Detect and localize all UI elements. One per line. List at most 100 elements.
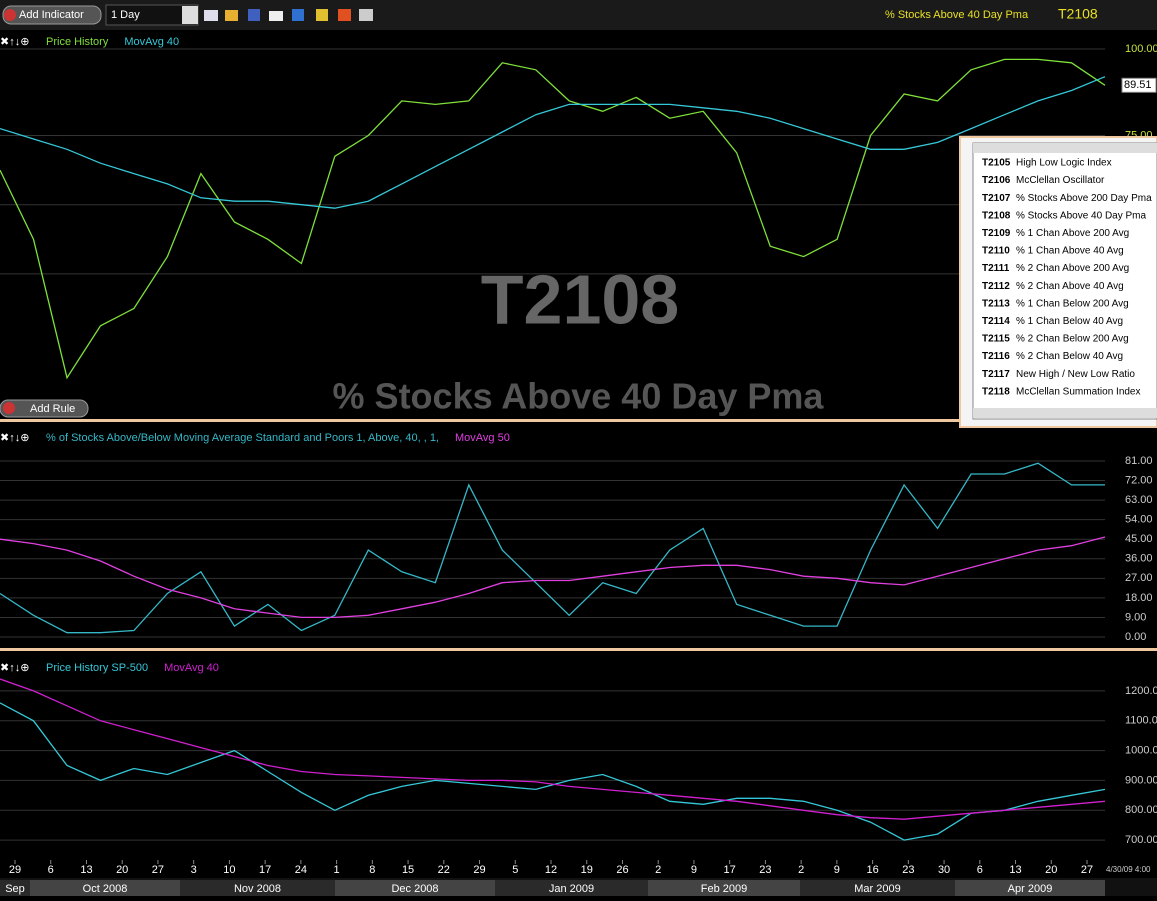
watermark-name: % Stocks Above 40 Day Pma: [333, 376, 825, 417]
month-band: [335, 880, 495, 896]
symbol: T2108: [1058, 6, 1098, 22]
icon[interactable]: [248, 9, 260, 21]
day-label: 16: [866, 864, 878, 876]
item-code: T2113: [982, 298, 1010, 309]
y-tick-label: 54.00: [1125, 514, 1153, 526]
icon[interactable]: [204, 10, 218, 21]
month-label: Sep: [5, 883, 25, 895]
dropdown-list: [972, 142, 1157, 420]
month-band: [495, 880, 648, 896]
month-band: [800, 880, 955, 896]
month-label: Dec 2008: [391, 883, 438, 895]
y-tick-label: 1200.00: [1125, 685, 1157, 697]
scroll-up[interactable]: [973, 143, 1157, 153]
month-band: [955, 880, 1105, 896]
day-label: 20: [116, 864, 128, 876]
y-tick-label: 700.00: [1125, 834, 1157, 846]
combo-arrow[interactable]: [182, 6, 198, 24]
item-label: % Stocks Above 40 Day Pma: [1016, 210, 1147, 221]
day-label: 13: [80, 864, 92, 876]
y-tick-label: 72.00: [1125, 474, 1153, 486]
day-label: 9: [834, 864, 840, 876]
icon[interactable]: [338, 9, 351, 21]
item-code: T2111: [982, 263, 1010, 274]
item-label: % 2 Chan Below 40 Avg: [1016, 351, 1123, 362]
day-label: 19: [581, 864, 593, 876]
item-code: T2108: [982, 210, 1011, 221]
day-label: 12: [545, 864, 557, 876]
item-label: % 1 Chan Above 200 Avg: [1016, 228, 1129, 239]
interval-label: 1 Day: [111, 9, 140, 21]
item-label: % Stocks Above 200 Day Pma: [1016, 193, 1152, 204]
day-label: 23: [902, 864, 914, 876]
item-label: New High / New Low Ratio: [1016, 369, 1135, 380]
last-value-box: [1121, 77, 1157, 93]
scroll-down[interactable]: [973, 408, 1157, 418]
last-value-label: 89.51: [1124, 79, 1152, 91]
month-label: Feb 2009: [701, 883, 747, 895]
item-code: T2106: [982, 175, 1011, 186]
series-line: [0, 76, 1106, 209]
day-label: 26: [616, 864, 628, 876]
legend-entry: MovAvg 50: [455, 432, 510, 444]
item-label: High Low Logic Index: [1016, 158, 1112, 169]
panel-separator: [0, 419, 1157, 422]
y-tick-label: 45.00: [1125, 533, 1153, 545]
month-label: Mar 2009: [854, 883, 900, 895]
day-label: 30: [938, 864, 950, 876]
day-label: 9: [691, 864, 697, 876]
icon[interactable]: [225, 10, 238, 21]
item-code: T2117: [982, 369, 1010, 380]
item-label: % 1 Chan Above 40 Avg: [1016, 246, 1124, 257]
button-icon: [3, 402, 15, 414]
month-band: [0, 880, 30, 896]
day-label: 2: [655, 864, 661, 876]
item-code: T2107: [982, 193, 1011, 204]
series-line: [0, 462, 1105, 634]
day-label: 15: [402, 864, 414, 876]
item-label: % 2 Chan Above 200 Avg: [1016, 263, 1129, 274]
day-label: 8: [369, 864, 375, 876]
day-label: 13: [1009, 864, 1021, 876]
item-code: T2118: [982, 386, 1010, 397]
month-label: Apr 2009: [1008, 883, 1053, 895]
legend-entry: MovAvg 40: [124, 36, 179, 48]
item-code: T2116: [982, 351, 1010, 362]
y-tick-label: 81.00: [1125, 455, 1153, 467]
item-code: T2105: [982, 158, 1011, 169]
add-rule-button[interactable]: [0, 399, 89, 418]
series-line: [0, 536, 1106, 619]
month-band: [648, 880, 800, 896]
add-indicator-button[interactable]: [2, 5, 102, 25]
day-label: 27: [1081, 864, 1093, 876]
month-band: [30, 880, 180, 896]
month-band: [180, 880, 335, 896]
item-label: % 1 Chan Below 40 Avg: [1016, 316, 1123, 327]
item-code: T2115: [982, 334, 1010, 345]
icon[interactable]: [316, 9, 328, 21]
legend-entry: % of Stocks Above/Below Moving Average S…: [46, 432, 439, 444]
icon[interactable]: [359, 9, 373, 21]
day-label: 2: [798, 864, 804, 876]
icon[interactable]: [269, 11, 283, 21]
indicator-title: % Stocks Above 40 Day Pma: [885, 9, 1029, 21]
day-label: 17: [724, 864, 736, 876]
icon[interactable]: [292, 9, 304, 21]
legend-entry: Price History SP-500: [46, 662, 148, 674]
item-code: T2114: [982, 316, 1010, 327]
item-code: T2110: [982, 246, 1010, 257]
y-tick-label: 63.00: [1125, 494, 1153, 506]
day-label: 3: [191, 864, 197, 876]
legend-entry: Price History: [46, 36, 109, 48]
series-line: [0, 58, 1106, 380]
y-tick-label: 900.00: [1125, 774, 1157, 786]
y-tick-label: 27.00: [1125, 572, 1153, 584]
day-label: 24: [295, 864, 307, 876]
y-tick-label: 9.00: [1125, 611, 1146, 623]
y-tick-label: 0.00: [1125, 631, 1146, 643]
panel-controls: ✖↑↓⊕: [0, 432, 29, 444]
day-label: 10: [223, 864, 235, 876]
y-tick-label: 1100.00: [1125, 715, 1157, 727]
